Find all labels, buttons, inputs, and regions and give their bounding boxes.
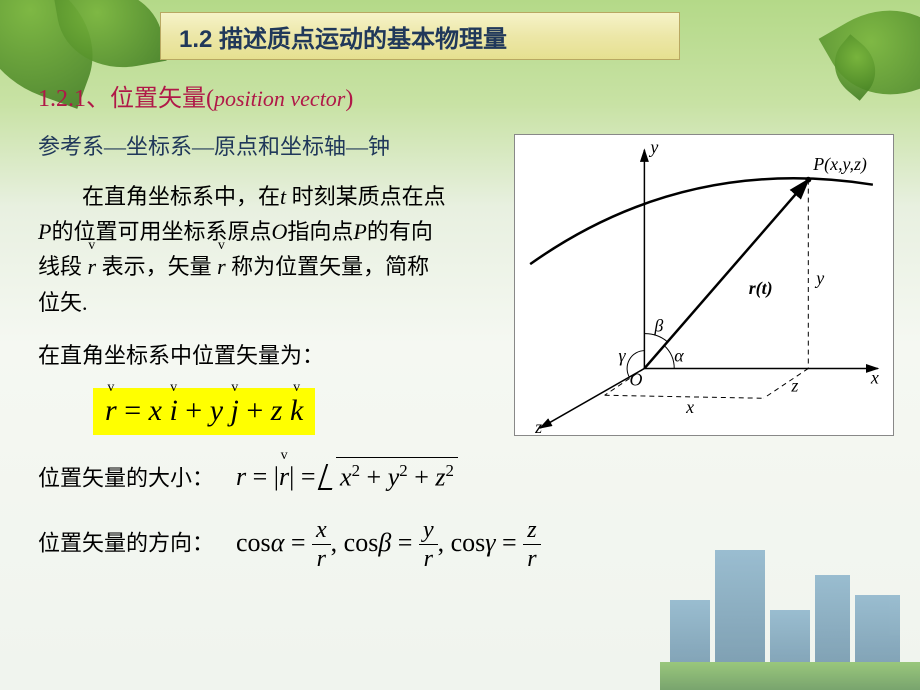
section-title: 1.2 描述质点运动的基本物理量 [179,19,507,54]
text: 时刻某质点在点 [292,184,446,209]
comma: , [438,528,451,557]
subsection-heading: 1.2.1、位置矢量(position vector) [38,78,888,113]
frac-z-r: zr [523,518,540,571]
equals: = [284,528,312,557]
heading-paren-open: ( [206,86,214,112]
square-root: x2 + y2 + z2 [322,457,458,493]
label-z-axis: z [534,417,542,435]
var-P: P [38,219,51,244]
var-j: j [231,394,239,427]
vector-r: vr [105,394,117,427]
var-z: z [271,394,283,427]
direction-line: 位置矢量的方向： cosα = xr, cosβ = yr, cosγ = zr [38,518,888,571]
plus: + [408,462,436,491]
var-x: x [149,394,162,427]
alpha: α [271,528,285,557]
heading-en: position vector [214,86,345,111]
vector-r: vr [88,249,97,284]
direction-equation: cosα = xr, cosβ = yr, cosγ = zr [236,528,541,557]
heading-number: 1.2.1、 [38,86,110,112]
heading-paren-close: ) [345,86,353,112]
cos: cos [344,528,379,557]
var-y: y [210,394,223,427]
heading-zh: 位置矢量 [110,86,206,112]
magnitude-equation: r = |vr| = x2 + y2 + z2 [236,462,458,491]
var-t: t [280,184,292,209]
equation-position-vector: vr = x vi + y vj + z vk [93,388,315,435]
var-y: y [388,462,400,491]
var-z: z [435,462,445,491]
equals-bar: = | [246,462,279,491]
var-k: k [290,394,303,427]
beta: β [378,528,391,557]
sup-2: 2 [399,461,407,480]
unit-vector-j: vj [231,394,239,427]
label-r-t: r(t) [749,278,773,299]
var-r: r [523,545,540,571]
plus: + [360,462,388,491]
frac-y-r: yr [419,518,438,571]
var-O: O [271,219,287,244]
plus: + [178,394,210,427]
var-r: r [279,462,289,491]
label-x-axis: x [870,367,879,387]
sup-2: 2 [445,461,453,480]
equals: = [496,528,524,557]
text: 的位置可用坐标系原点 [51,219,271,244]
unit-vector-k: vk [290,394,303,427]
var-y: y [419,518,438,545]
cos: cos [451,528,486,557]
gamma: γ [485,528,495,557]
var-r: r [419,545,438,571]
magnitude-label: 位置矢量的大小： [38,465,214,490]
var-r: r [88,254,97,279]
label-y-axis: y [648,137,658,157]
unit-vector-i: vi [169,394,177,427]
comma: , [331,528,344,557]
var-r: r [236,462,246,491]
label-alpha: α [674,345,684,365]
var-i: i [169,394,177,427]
text: 在直角坐标系中，在 [38,184,280,209]
plus: + [239,394,271,427]
magnitude-line: 位置矢量的大小： r = |vr| = x2 + y2 + z2 [38,457,888,493]
label-beta: β [653,316,663,336]
text: 表示，矢量 [96,254,217,279]
bar-equals: | = [289,462,322,491]
var-r: r [105,394,117,427]
paragraph-definition: 在直角坐标系中，在t 时刻某质点在点P的位置可用坐标系原点O指向点P的有向线段 … [38,179,448,320]
var-z: z [523,518,540,545]
label-O: O [629,369,642,389]
label-gamma: γ [619,345,627,365]
direction-label: 位置矢量的方向： [38,531,214,556]
var-x: x [312,518,331,545]
equals: = [117,394,149,427]
coordinate-diagram: P(x,y,z) y x z O α β γ r(t) y x z [514,134,894,436]
label-x-dim: x [685,397,694,417]
sup-2: 2 [352,461,360,480]
section-title-banner: 1.2 描述质点运动的基本物理量 [160,12,680,60]
text: 指向点 [287,219,353,244]
var-r: r [312,545,331,571]
var-x: x [340,462,352,491]
equals: = [391,528,419,557]
vector-r: vr [217,249,226,284]
cos: cos [236,528,271,557]
vector-r: vr [279,462,289,492]
frac-x-r: xr [312,518,331,571]
label-z-dim: z [790,375,798,395]
var-P: P [353,219,366,244]
label-y-dim: y [814,268,824,288]
var-r: r [217,254,226,279]
label-P: P(x,y,z) [812,154,867,175]
